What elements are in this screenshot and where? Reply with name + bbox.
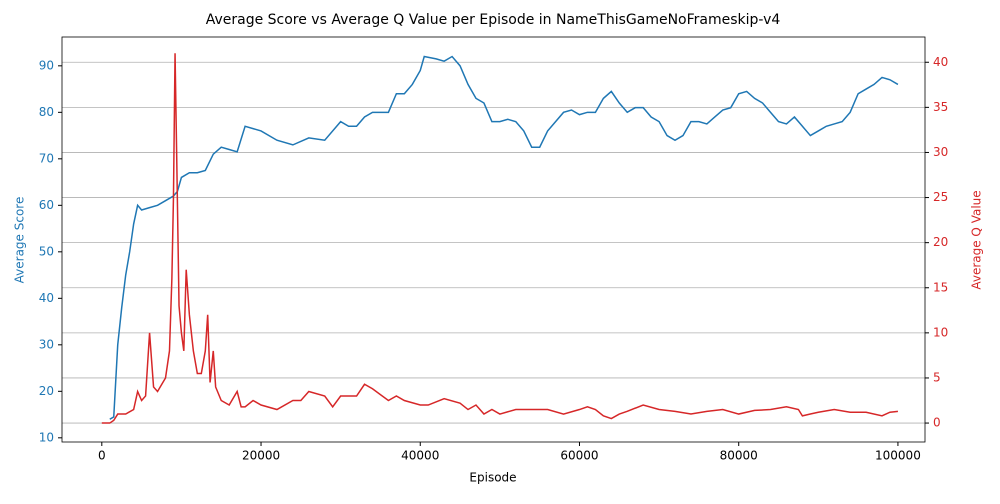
x-axis-label: Episode — [469, 471, 516, 485]
line-series — [101, 53, 899, 424]
x-tick-label: 0 — [98, 449, 106, 463]
line-series — [109, 55, 899, 420]
y-tick-label: 10 — [39, 430, 54, 444]
y2-tick-label: 10 — [933, 325, 948, 339]
y2-tick-label: 30 — [933, 145, 948, 159]
chart-title: Average Score vs Average Q Value per Epi… — [206, 12, 781, 28]
y2-axis-label: Average Q Value — [970, 190, 984, 289]
y-tick-label: 30 — [39, 337, 54, 351]
y2-tick-label: 20 — [933, 235, 948, 249]
x-tick-label: 60000 — [560, 449, 598, 463]
y2-tick-label: 25 — [933, 190, 948, 204]
y2-tick-label: 40 — [933, 55, 948, 69]
x-tick-label: 40000 — [401, 449, 439, 463]
y-tick-label: 60 — [39, 198, 54, 212]
y-tick-label: 50 — [39, 244, 54, 258]
x-tick-label: 80000 — [720, 449, 758, 463]
y-axis-label: Average Score — [13, 197, 27, 284]
y2-tick-label: 0 — [933, 416, 941, 430]
x-tick-label: 100000 — [875, 449, 921, 463]
y2-tick-label: 35 — [933, 100, 948, 114]
y-tick-label: 90 — [39, 58, 54, 72]
x-tick-label: 20000 — [242, 449, 280, 463]
y2-tick-label: 15 — [933, 280, 948, 294]
plot-frame — [61, 36, 926, 443]
y-tick-label: 80 — [39, 105, 54, 119]
y-tick-label: 40 — [39, 291, 54, 305]
y2-tick-label: 5 — [933, 370, 941, 384]
y-tick-label: 20 — [39, 384, 54, 398]
y-tick-label: 70 — [39, 151, 54, 165]
